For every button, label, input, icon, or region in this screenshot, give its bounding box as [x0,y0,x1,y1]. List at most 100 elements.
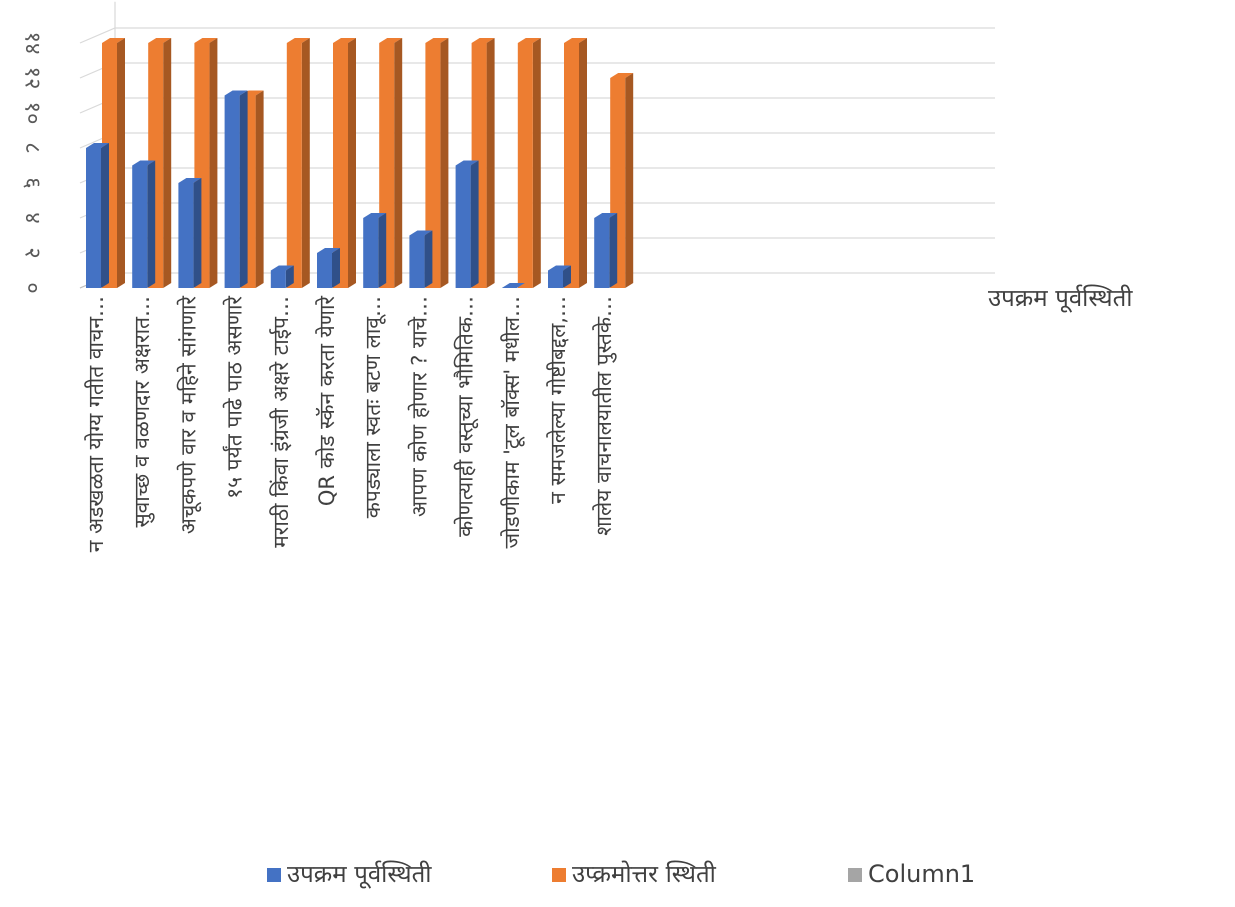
category-label: कोणत्याही वस्तूच्या भौमितिक… [454,296,479,537]
bar-top [610,73,634,78]
bar-top [379,38,403,43]
category-label: न अडखळता योग्य गतीत वाचन… [84,296,108,552]
bar-side [394,38,403,288]
legend-label: उप्क्रमोत्तर स्थिती [572,860,717,888]
bar-pre [594,213,618,288]
bar-top [548,265,571,271]
bar-front [270,270,286,288]
bar-side [424,230,433,288]
bar-side [301,38,310,288]
bar-side [579,38,587,288]
bar-pre [132,160,156,288]
category-label: कपड्याला स्वतः बटण लावू… [361,296,386,518]
legend-label: उपक्रम पूर्वस्थिती [287,860,432,889]
bar-front [564,43,579,288]
bar-pre [548,265,571,288]
y-tick-label: १४ [20,32,45,55]
y-tick-label: ४ [20,212,45,223]
bar-top [148,38,172,43]
bar-side [193,178,202,288]
bar-front [317,253,332,288]
bar-front [548,270,563,288]
bar-post [425,38,449,288]
bar-front [178,183,194,288]
y-tick-label: ० [20,282,45,293]
bar-side [609,213,618,288]
category-label: १५ पर्यंत पाढे पाठ असणारे [223,296,247,499]
bar-post [517,38,541,288]
bar-side [378,213,387,288]
bar-post [333,38,356,288]
bar-side [440,38,449,288]
bar-pre [409,230,433,288]
y-tick-label: १० [20,102,45,125]
bar-front [409,235,425,288]
bar-top [594,213,618,218]
category-label: QR कोड स्कॅन करता येणारे [315,296,339,507]
y-tick-label: ६ [20,177,45,188]
bar-pre [317,248,340,288]
bar-side [532,38,541,288]
bar-side [563,265,571,288]
category-label: सुवाच्छ व वळणदार अक्षरात… [130,296,155,528]
bar-front [132,165,148,288]
bar-top [471,38,495,43]
bar-side [285,265,294,288]
bar-top [517,38,541,43]
bar-side [239,90,248,288]
bar-top [455,160,479,166]
category-label: आपण कोण होणार ? याचे… [407,296,431,517]
category-label: अचूकपणे वार व महिने सांगणारे [176,296,201,535]
legend-item: Column1 [848,860,975,888]
category-labels: न अडखळता योग्य गतीत वाचन… सुवाच्छ व वळणदा… [84,296,617,553]
bar-front [594,218,610,288]
bar-pre [86,143,109,288]
bar-side [147,160,156,288]
bar-pre [270,265,294,288]
bar-side [332,248,340,288]
series-axis-label: उपक्रम पूर्वस्थिती [988,284,1133,313]
bar-side [255,90,264,288]
bar-top [224,90,248,96]
bar-pre [178,178,202,288]
legend-swatch [848,868,862,882]
bar-top [270,265,294,271]
bar-top [333,38,356,43]
bar-top [363,213,387,218]
bar-side [163,38,172,288]
category-label: न समजलेल्या गोष्टीबद्दल,… [546,296,570,504]
legend-item: उप्क्रमोत्तर स्थिती [552,860,717,888]
bar-top [425,38,449,43]
bar-top [317,248,340,253]
bar-top [501,283,525,288]
bar-pre [455,160,479,288]
bar-front [86,148,101,288]
y-tick-label: ८ [20,142,45,153]
bar-pre [224,90,248,288]
bars [86,38,634,288]
bar-side [486,38,495,288]
bar-pre [501,283,525,288]
legend-item: उपक्रम पूर्वस्थिती [267,860,432,889]
bar-top [86,143,109,148]
bar-front [517,43,533,288]
bar-front [224,95,240,288]
bar-side [625,73,634,288]
bar-side [117,38,125,288]
bar-post [286,38,310,288]
bar-top [409,230,433,236]
bar-front [286,43,302,288]
legend-label: Column1 [868,860,975,888]
bar-side [470,160,479,288]
bar-top [194,38,218,43]
legend: उपक्रम पूर्वस्थिती उप्क्रमोत्तर स्थिती Col… [267,860,975,889]
bar-top [132,160,156,166]
bar-top [286,38,310,43]
bar-pre [363,213,387,288]
bar-top [102,38,125,43]
bar-front [455,165,471,288]
bar-post [564,38,587,288]
category-label: शालेय वाचनालयातील पुस्तके… [592,296,617,536]
legend-swatch [267,868,281,882]
bar-front [333,43,348,288]
